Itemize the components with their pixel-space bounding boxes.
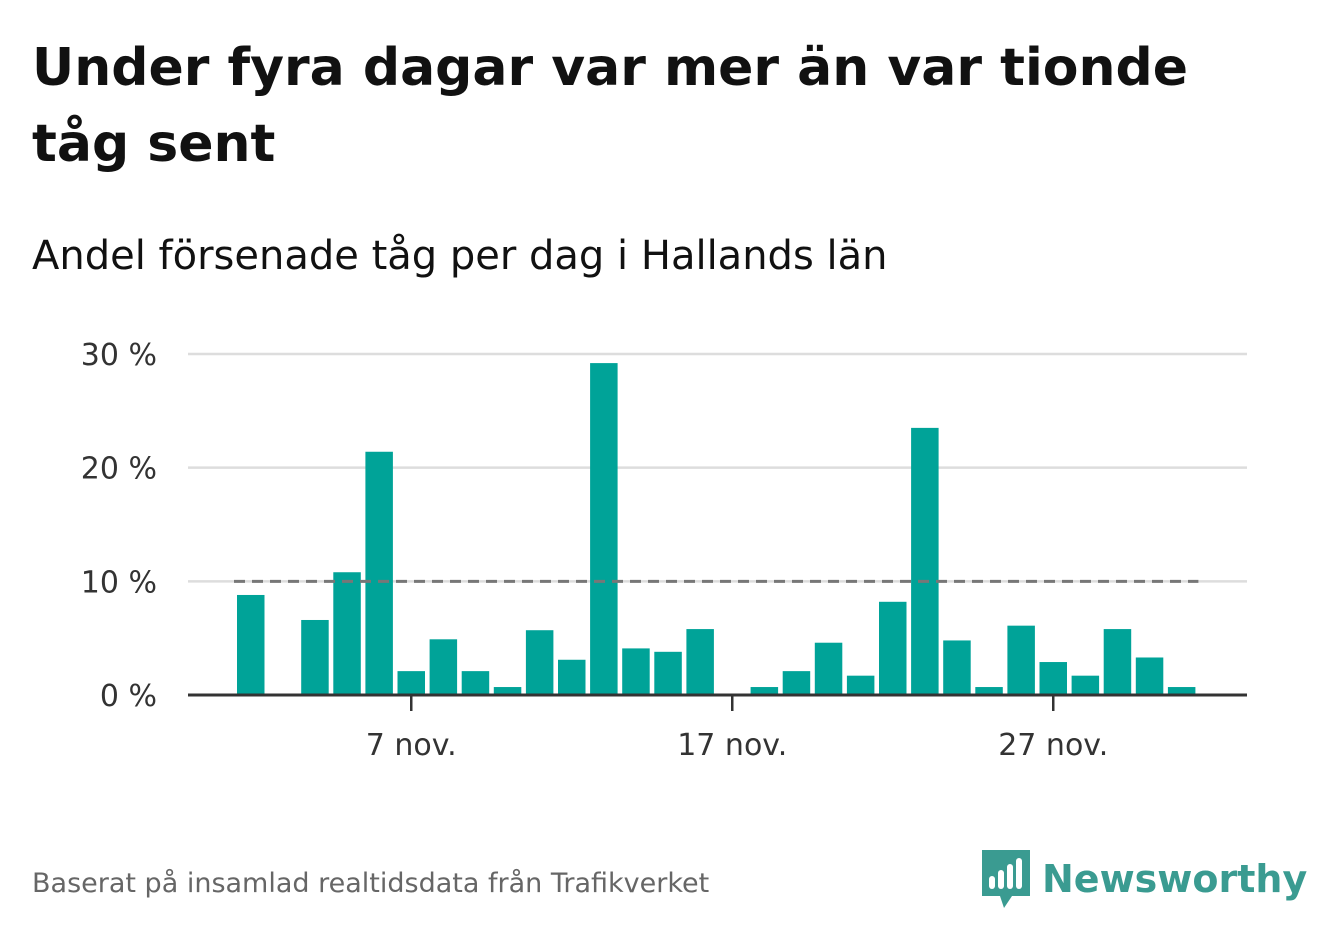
bar bbox=[1071, 675, 1100, 695]
bar-chart: 0 % 10 % 20 % 30 % 7 nov. 17 nov. 27 nov. bbox=[81, 338, 1247, 763]
bar bbox=[493, 687, 522, 695]
x-tick-label: 17 nov. bbox=[677, 728, 787, 763]
bar bbox=[1103, 629, 1132, 695]
bar bbox=[525, 630, 554, 695]
x-tick-label: 27 nov. bbox=[998, 728, 1108, 763]
y-tick-label: 10 % bbox=[81, 565, 157, 600]
bar bbox=[846, 675, 875, 695]
chart-title: Under fyra dagar var mer än var tionde t… bbox=[32, 38, 1189, 174]
chart-subtitle: Andel försenade tåg per dag i Hallands l… bbox=[32, 233, 888, 279]
bar bbox=[1135, 657, 1164, 695]
bar bbox=[654, 651, 682, 695]
y-tick-label: 0 % bbox=[100, 679, 157, 714]
bar bbox=[975, 687, 1003, 695]
bar bbox=[1167, 687, 1196, 695]
bar bbox=[558, 659, 586, 695]
bar bbox=[1039, 662, 1067, 695]
x-tick-label: 7 nov. bbox=[366, 728, 457, 763]
newsworthy-logo: Newsworthy bbox=[980, 848, 1307, 910]
source-note: Baserat på insamlad realtidsdata från Tr… bbox=[32, 868, 710, 899]
bar bbox=[237, 594, 265, 695]
bar bbox=[686, 629, 714, 695]
bar bbox=[333, 572, 361, 695]
bar bbox=[461, 671, 490, 695]
y-tick-label: 20 % bbox=[81, 452, 157, 487]
bar bbox=[301, 619, 329, 695]
bar bbox=[365, 451, 393, 695]
bar bbox=[879, 601, 907, 695]
bar bbox=[911, 427, 939, 695]
bar bbox=[1007, 625, 1035, 695]
bar bbox=[814, 642, 843, 695]
bar bbox=[429, 639, 458, 695]
y-tick-label: 30 % bbox=[81, 338, 157, 373]
bar bbox=[750, 687, 779, 695]
bar bbox=[622, 648, 650, 695]
brand-name: Newsworthy bbox=[1042, 857, 1308, 901]
bar bbox=[590, 363, 618, 695]
bar bbox=[397, 671, 425, 695]
newsworthy-logo-icon bbox=[982, 850, 1030, 908]
bar bbox=[782, 671, 811, 695]
bar bbox=[943, 640, 971, 695]
